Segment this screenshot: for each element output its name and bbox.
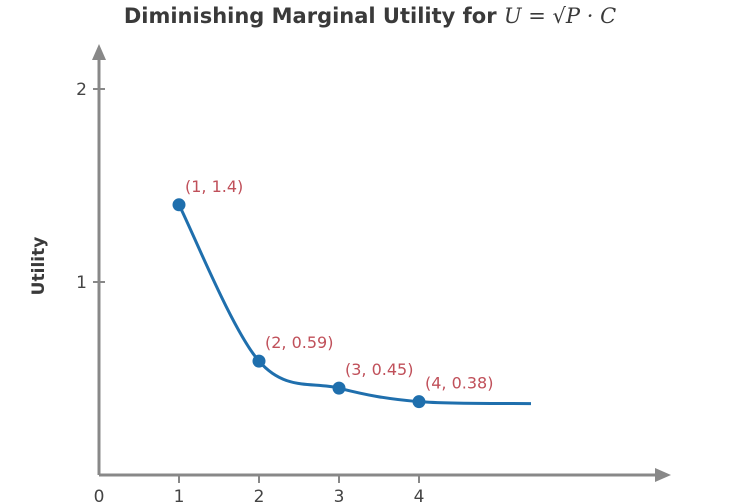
data-point: [252, 354, 266, 368]
data-point-label: (2, 0.59): [265, 333, 333, 352]
x-tick-label: 0: [94, 487, 105, 504]
data-point: [412, 395, 426, 409]
x-axis-arrow: [655, 468, 671, 482]
data-point-label: (3, 0.45): [345, 360, 413, 379]
y-axis-arrow: [92, 44, 106, 60]
x-tick-label: 3: [334, 487, 345, 504]
x-tick-label: 2: [254, 487, 265, 504]
x-tick-label: 1: [174, 487, 185, 504]
x-tick-label: 4: [414, 487, 425, 504]
axes: [92, 44, 671, 482]
data-point-label: (1, 1.4): [185, 177, 243, 196]
y-axis-title: Utility: [29, 237, 49, 296]
data-point: [332, 381, 346, 395]
ticks: 0 1 2 3 4 1 2 Utility: [29, 80, 424, 504]
chart-title-text: Diminishing Marginal Utility for: [123, 4, 497, 28]
points-layer: [172, 198, 426, 409]
labels-layer: (1, 1.4) (2, 0.59) (3, 0.45) (4, 0.38): [185, 177, 493, 393]
y-tick-label: 1: [76, 273, 87, 293]
data-point-label: (4, 0.38): [425, 374, 493, 393]
chart-title-formula: U = √P · C: [503, 4, 617, 28]
data-point: [172, 198, 186, 212]
chart-title: Diminishing Marginal Utility for U = √P …: [0, 4, 740, 28]
y-tick-label: 2: [76, 80, 87, 100]
